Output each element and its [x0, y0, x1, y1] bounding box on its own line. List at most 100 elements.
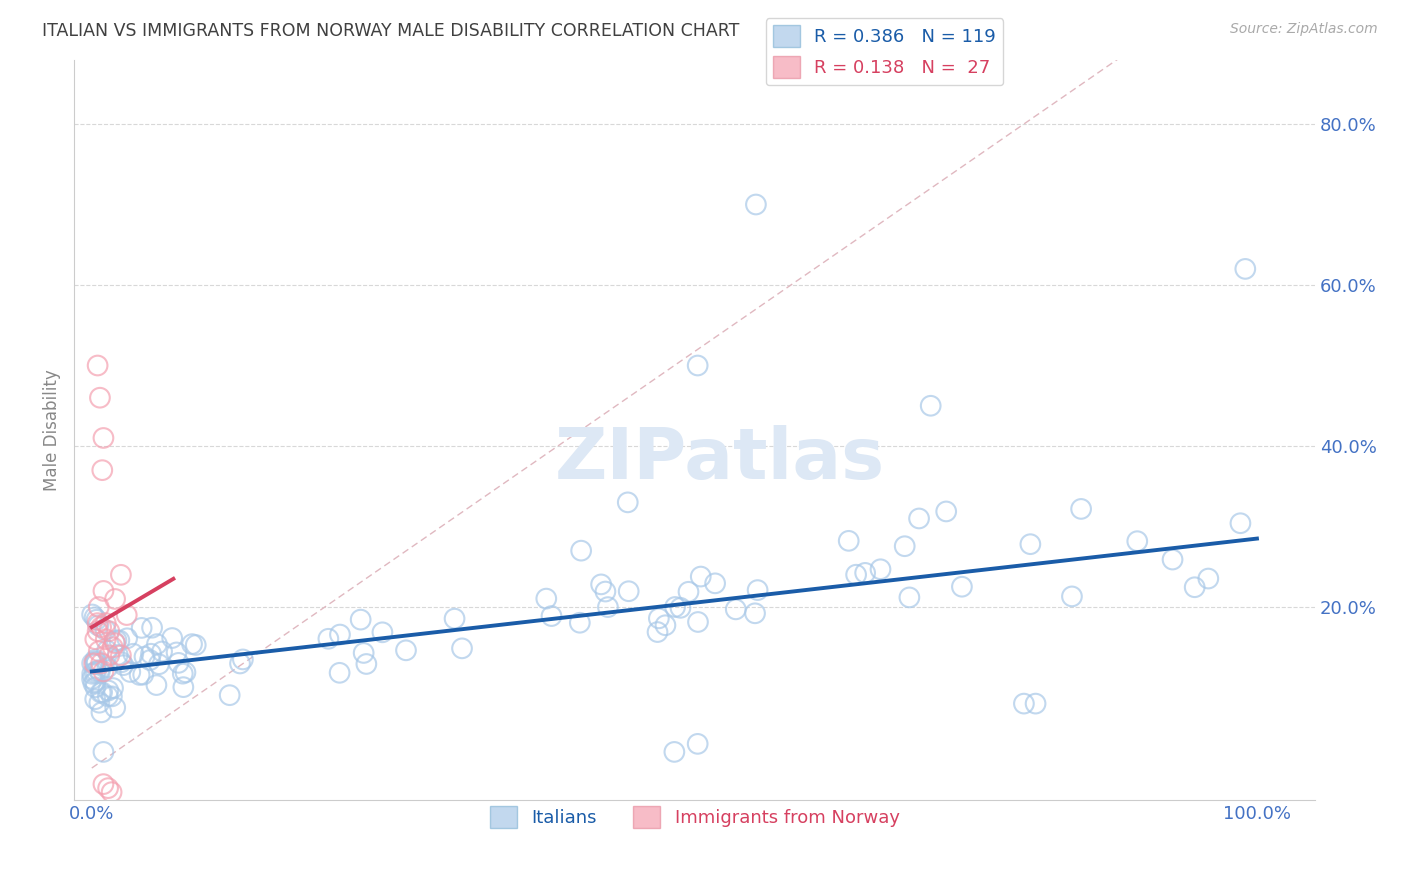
Point — [172, 680, 194, 694]
Point — [1019, 537, 1042, 551]
Point — [166, 645, 188, 659]
Point — [89, 391, 111, 405]
Point — [82, 607, 104, 622]
Point — [115, 632, 138, 646]
Point — [90, 620, 112, 634]
Point — [838, 533, 860, 548]
Point — [540, 609, 562, 624]
Point — [724, 602, 747, 616]
Point — [353, 646, 375, 660]
Point — [1060, 590, 1083, 604]
Point — [91, 463, 114, 477]
Point — [1161, 552, 1184, 566]
Point — [1070, 502, 1092, 516]
Point — [1229, 516, 1251, 531]
Point — [86, 655, 108, 669]
Point — [96, 660, 118, 674]
Point — [83, 655, 105, 669]
Point — [134, 649, 156, 664]
Point — [1184, 580, 1206, 594]
Point — [678, 584, 700, 599]
Point — [139, 647, 162, 661]
Point — [172, 666, 194, 681]
Point — [132, 667, 155, 681]
Point — [689, 569, 711, 583]
Point — [90, 706, 112, 720]
Point — [96, 643, 118, 657]
Point — [103, 635, 125, 649]
Point — [82, 657, 104, 671]
Point — [591, 577, 613, 591]
Point — [104, 591, 127, 606]
Point — [148, 657, 170, 672]
Point — [89, 696, 111, 710]
Point — [1025, 697, 1047, 711]
Point — [704, 576, 727, 591]
Point — [93, 745, 115, 759]
Point — [908, 511, 931, 525]
Point — [131, 621, 153, 635]
Point — [112, 658, 135, 673]
Point — [1126, 534, 1149, 549]
Point — [596, 600, 619, 615]
Point — [84, 692, 107, 706]
Point — [98, 648, 121, 663]
Point — [141, 621, 163, 635]
Point — [356, 657, 378, 671]
Point — [120, 665, 142, 679]
Point — [93, 583, 115, 598]
Point — [90, 657, 112, 671]
Point — [128, 668, 150, 682]
Point — [167, 656, 190, 670]
Point — [443, 612, 465, 626]
Point — [110, 648, 132, 663]
Point — [89, 665, 111, 679]
Point — [845, 567, 868, 582]
Point — [146, 637, 169, 651]
Point — [80, 672, 103, 686]
Point — [86, 624, 108, 639]
Point — [97, 683, 120, 698]
Point — [86, 613, 108, 627]
Point — [569, 543, 592, 558]
Point — [145, 678, 167, 692]
Point — [218, 688, 240, 702]
Point — [451, 641, 474, 656]
Point — [950, 580, 973, 594]
Point — [616, 495, 638, 509]
Point — [1234, 261, 1257, 276]
Point — [935, 504, 957, 518]
Point — [174, 665, 197, 680]
Point — [101, 640, 124, 655]
Point — [617, 584, 640, 599]
Point — [90, 685, 112, 699]
Point — [93, 665, 115, 679]
Point — [87, 618, 110, 632]
Point — [536, 591, 558, 606]
Point — [86, 616, 108, 631]
Point — [920, 399, 942, 413]
Point — [100, 785, 122, 799]
Point — [84, 665, 107, 679]
Point — [91, 685, 114, 699]
Point — [229, 657, 252, 671]
Point — [664, 745, 686, 759]
Point — [84, 652, 107, 666]
Point — [93, 777, 115, 791]
Point — [94, 632, 117, 647]
Point — [869, 562, 891, 576]
Point — [371, 625, 394, 640]
Text: ZIPatlas: ZIPatlas — [554, 425, 884, 494]
Point — [115, 608, 138, 623]
Point — [648, 611, 671, 625]
Point — [664, 599, 686, 614]
Point — [647, 625, 669, 640]
Point — [686, 359, 709, 373]
Point — [669, 600, 692, 615]
Point — [329, 627, 352, 641]
Text: ITALIAN VS IMMIGRANTS FROM NORWAY MALE DISABILITY CORRELATION CHART: ITALIAN VS IMMIGRANTS FROM NORWAY MALE D… — [42, 22, 740, 40]
Point — [232, 652, 254, 666]
Point — [318, 632, 340, 646]
Point — [150, 644, 173, 658]
Point — [595, 584, 617, 599]
